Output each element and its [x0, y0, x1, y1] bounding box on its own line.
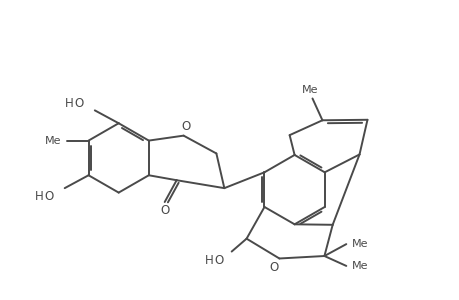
Text: O: O	[180, 120, 190, 133]
Text: H: H	[64, 97, 73, 110]
Text: O: O	[44, 190, 53, 202]
Text: Me: Me	[351, 239, 368, 249]
Text: O: O	[269, 261, 279, 274]
Text: H: H	[34, 190, 43, 202]
Text: O: O	[214, 254, 223, 267]
Text: O: O	[74, 97, 84, 110]
Text: O: O	[160, 204, 169, 218]
Text: Me: Me	[302, 85, 318, 94]
Text: Me: Me	[351, 261, 368, 271]
Text: H: H	[204, 254, 213, 267]
Text: Me: Me	[45, 136, 61, 146]
